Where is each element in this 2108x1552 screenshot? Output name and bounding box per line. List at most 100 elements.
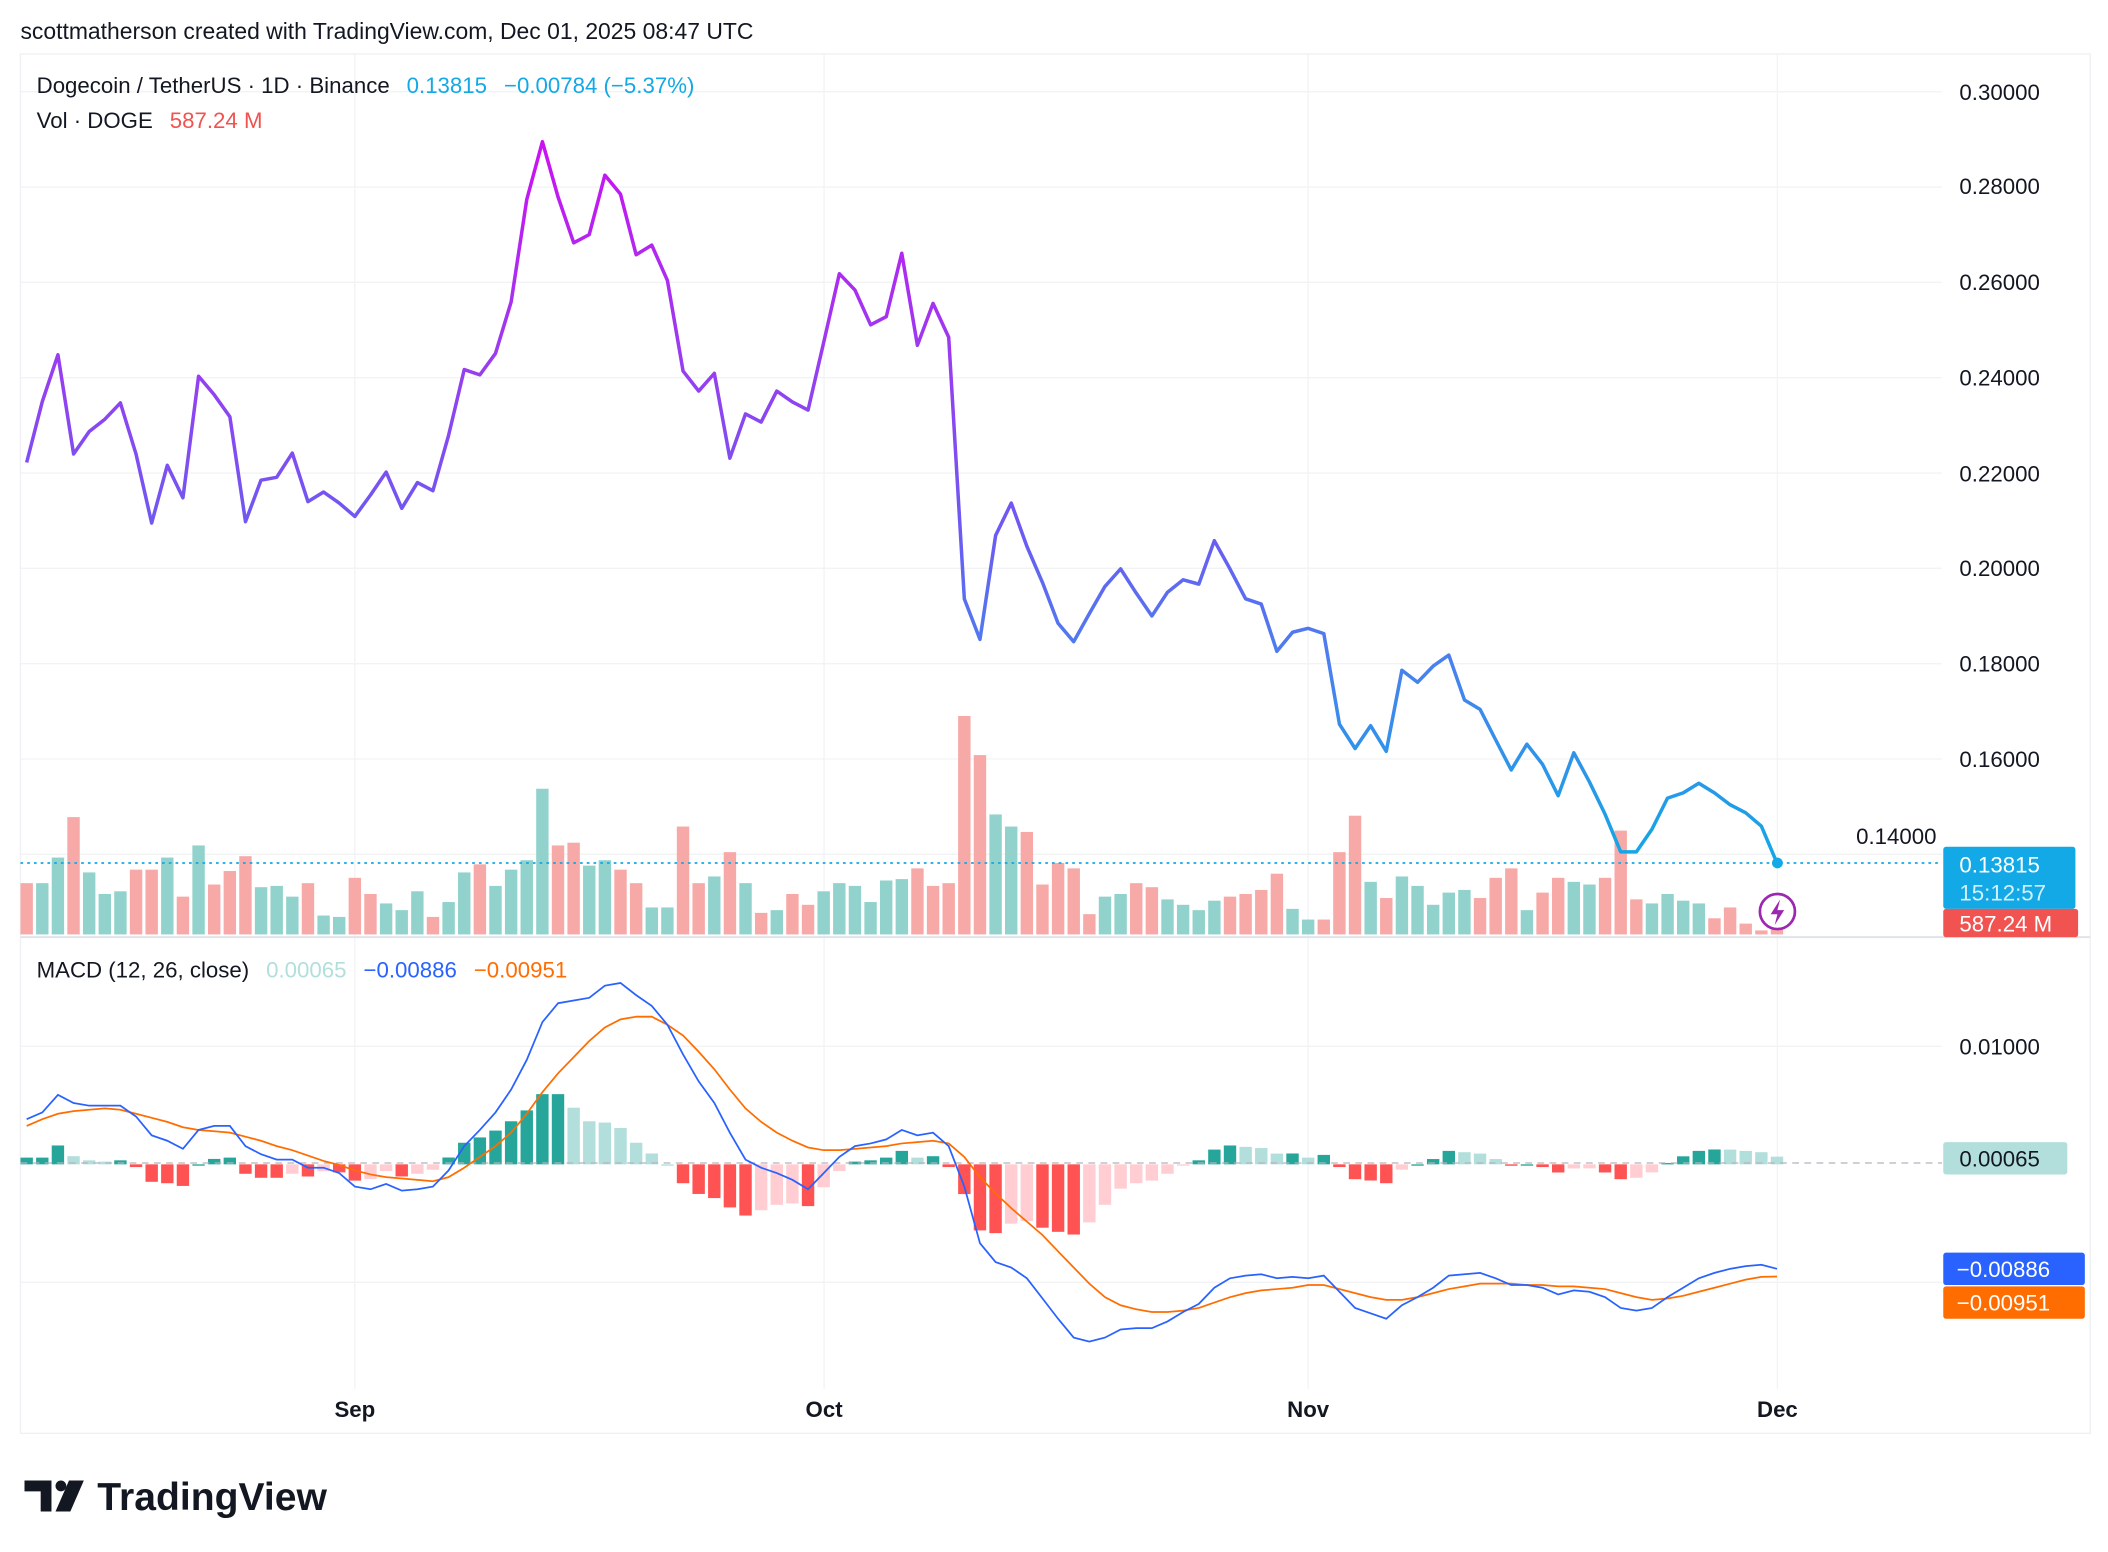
volume-bar <box>942 883 955 935</box>
histogram-bar <box>333 1164 346 1173</box>
chart-frame <box>19 53 2091 1435</box>
macd-histogram <box>20 1094 1784 1235</box>
histogram-bar <box>708 1164 721 1199</box>
volume-bar <box>848 885 862 935</box>
last-price: 0.13815 <box>407 73 487 98</box>
volume-bar <box>395 910 408 935</box>
tv-logo-icon <box>24 1480 84 1512</box>
histogram-bar <box>1130 1164 1143 1184</box>
histogram-bar <box>254 1164 268 1178</box>
price-line <box>24 139 1779 864</box>
volume-bar <box>1598 877 1612 935</box>
time-axis[interactable]: Sep Oct Nov Dec <box>334 1397 1797 1422</box>
volume-bar <box>458 872 471 935</box>
histogram-bar <box>348 1164 362 1181</box>
volume-bar <box>1473 898 1487 935</box>
price-axis[interactable]: 0.30000 0.28000 0.26000 0.24000 0.22000 … <box>1856 80 2040 849</box>
volume-bar <box>1723 907 1737 935</box>
histogram-bar <box>473 1137 487 1165</box>
histogram-bar <box>942 1164 955 1168</box>
volume-bar <box>1255 889 1268 935</box>
histogram-bar <box>520 1110 533 1165</box>
histogram-bar <box>739 1164 752 1216</box>
histogram-bar <box>1598 1164 1612 1173</box>
volume-bar <box>1176 904 1190 935</box>
price-tick: 0.18000 <box>1959 651 2039 676</box>
volume-badge: 587.24 M <box>1943 908 2079 938</box>
volume-bar <box>1755 930 1768 935</box>
alert-button[interactable] <box>1758 892 1797 931</box>
volume-bar <box>145 869 158 935</box>
volume-bar <box>489 885 502 935</box>
volume-bar <box>1051 862 1065 935</box>
histogram-bar <box>395 1164 408 1177</box>
volume-bar <box>676 826 690 935</box>
volume-bar <box>1520 910 1534 935</box>
tradingview-logo[interactable]: TradingView <box>24 1476 328 1519</box>
volume-title[interactable]: Vol · DOGE <box>37 108 153 133</box>
histogram-bar <box>1614 1164 1627 1180</box>
time-tick: Sep <box>334 1397 375 1422</box>
volume-bar <box>1348 815 1362 935</box>
histogram-bar <box>1051 1164 1065 1232</box>
volume-bar <box>473 864 487 935</box>
volume-bar <box>1286 908 1299 935</box>
histogram-bar <box>1442 1150 1455 1165</box>
histogram-bar <box>1395 1164 1409 1170</box>
volume-bar <box>958 715 971 935</box>
histogram-bar <box>145 1164 158 1182</box>
price-change: −0.00784 (−5.37%) <box>504 73 694 98</box>
histogram-bar <box>1067 1164 1080 1235</box>
histogram-bar <box>1301 1157 1315 1165</box>
histogram-bar <box>1176 1164 1190 1166</box>
histogram-bar <box>426 1164 440 1170</box>
histogram-bar <box>489 1130 502 1165</box>
symbol-title[interactable]: Dogecoin / TetherUS · 1D · Binance <box>37 73 390 98</box>
volume-bar <box>973 755 987 935</box>
histogram-bar <box>536 1094 549 1165</box>
volume-bar <box>207 884 221 935</box>
volume-bar <box>614 869 627 935</box>
volume-bars <box>20 715 1784 935</box>
histogram-bar <box>504 1121 518 1165</box>
volume-bar <box>176 896 190 935</box>
histogram-bar <box>1677 1156 1690 1165</box>
volume-bar <box>708 876 721 935</box>
volume-bar <box>1536 892 1549 935</box>
badge-countdown: 15:12:57 <box>1959 881 2046 906</box>
volume-bar <box>1661 893 1674 935</box>
histogram-bar <box>51 1145 65 1165</box>
volume-bar <box>426 916 440 935</box>
price-tick: 0.16000 <box>1959 747 2039 772</box>
histogram-bar <box>770 1164 784 1205</box>
lightning-icon <box>1770 899 1785 925</box>
volume-bar <box>411 891 424 935</box>
badge-price: 0.13815 <box>1959 852 2039 877</box>
histogram-bar <box>20 1157 33 1165</box>
volume-bar <box>270 885 283 935</box>
volume-bar <box>1317 919 1330 935</box>
volume-bar <box>520 860 533 935</box>
volume-bar <box>926 885 940 935</box>
histogram-bar <box>1739 1150 1752 1165</box>
volume-bar <box>1145 887 1159 935</box>
volume-bar <box>1067 868 1080 935</box>
volume-bar <box>895 879 909 935</box>
volume-bar <box>82 872 96 935</box>
volume-bar <box>1614 830 1627 935</box>
volume-bar <box>1692 903 1706 935</box>
macd-title[interactable]: MACD (12, 26, close) <box>37 958 250 983</box>
price-tick: 0.22000 <box>1959 461 2039 486</box>
volume-bar <box>317 915 330 935</box>
histogram-bar <box>1333 1164 1346 1168</box>
histogram-bar <box>614 1127 627 1165</box>
last-price-dot <box>1772 857 1783 869</box>
histogram-bar <box>1473 1153 1487 1165</box>
histogram-bar <box>1505 1164 1518 1166</box>
volume-bar <box>1708 918 1721 935</box>
histogram-bar <box>911 1157 924 1165</box>
macd-signal-value: −0.00951 <box>474 958 567 983</box>
histogram-bar <box>82 1160 96 1165</box>
histogram-bar <box>1723 1149 1737 1165</box>
